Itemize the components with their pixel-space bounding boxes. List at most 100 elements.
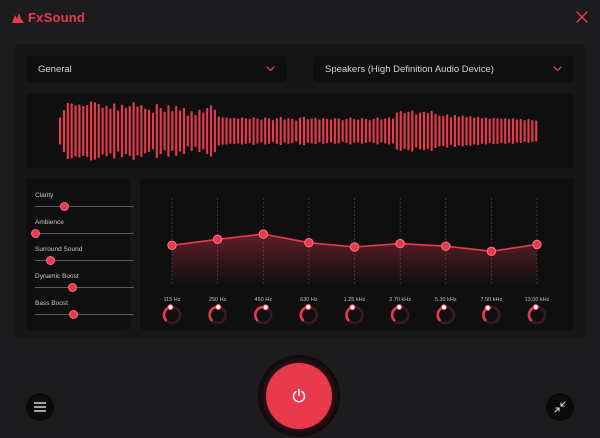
effect-label: Bass Boost — [35, 300, 68, 307]
visualizer-bar — [368, 120, 371, 142]
effect-slider-knob[interactable] — [30, 229, 40, 238]
visualizer-bar — [449, 117, 453, 145]
visualizer-bar — [132, 102, 135, 160]
visualizer-bar — [155, 104, 158, 158]
visualizer-bar — [101, 107, 104, 155]
visualizer-bar — [376, 117, 379, 145]
effect-slider-knob[interactable] — [69, 310, 79, 319]
audio-visualizer — [26, 94, 574, 168]
effect-slider-track[interactable] — [35, 314, 134, 315]
visualizer-bar — [93, 102, 96, 160]
visualizer-bar — [237, 118, 240, 144]
visualizer-bar — [519, 118, 522, 144]
visualizer-bar — [62, 109, 65, 153]
visualizer-bar — [295, 120, 298, 142]
eq-band-handle[interactable] — [167, 240, 177, 251]
eq-band-handle[interactable] — [441, 241, 451, 251]
visualizer-bar — [179, 110, 182, 152]
visualizer-bar — [136, 106, 139, 156]
visualizer-bar — [465, 116, 468, 146]
visualizer-bar — [504, 118, 507, 144]
visualizer-bar — [198, 109, 201, 153]
effect-slider-track[interactable] — [35, 233, 134, 234]
visualizer-bar — [233, 117, 236, 145]
eq-band-handle[interactable] — [349, 242, 360, 252]
visualizer-bar — [186, 115, 189, 147]
eq-band-label: 115 Hz — [163, 297, 180, 303]
visualizer-bar — [353, 119, 356, 143]
eq-band-handle[interactable] — [258, 229, 269, 239]
eq-band-knob-indicator — [305, 303, 312, 311]
menu-icon — [34, 402, 46, 412]
eq-band-knob-indicator — [262, 304, 269, 311]
visualizer-bar — [66, 102, 69, 160]
eq-band-label: 5.30 kHz — [435, 297, 457, 303]
visualizer-bar — [419, 112, 422, 150]
visualizer-bar — [337, 118, 340, 144]
visualizer-bar — [271, 120, 275, 142]
visualizer-bar — [388, 117, 391, 145]
menu-button[interactable] — [26, 393, 54, 421]
effect-slider-track[interactable] — [35, 260, 134, 261]
visualizer-bar — [171, 111, 174, 151]
visualizer-bar — [434, 114, 437, 148]
effect-label: Dynamic Boost — [35, 273, 79, 280]
power-button[interactable] — [266, 363, 332, 429]
visualizer-bar — [523, 120, 526, 142]
visualizer-bar — [426, 113, 429, 149]
close-icon — [576, 11, 588, 23]
visualizer-bar — [256, 118, 259, 144]
fxsound-logo-icon — [12, 12, 24, 23]
visualizer-bar — [360, 118, 364, 144]
eq-band-handle[interactable] — [212, 234, 223, 244]
visualizer-bar — [148, 109, 151, 153]
visualizer-bar — [357, 119, 360, 143]
visualizer-bar — [264, 117, 267, 145]
effect-slider-knob[interactable] — [46, 256, 56, 265]
effect-slider-track[interactable] — [35, 287, 134, 288]
shrink-button[interactable] — [546, 393, 574, 421]
eq-band-label: 7.50 kHz — [481, 297, 503, 303]
visualizer-bar — [124, 107, 127, 155]
visualizer-bar — [217, 116, 220, 146]
effect-slider-knob[interactable] — [68, 283, 78, 292]
visualizer-bar — [480, 118, 484, 144]
visualizer-bar — [430, 111, 433, 151]
effect-label: Ambience — [35, 219, 64, 226]
visualizer-bar — [457, 116, 460, 146]
eq-band-handle[interactable] — [395, 238, 405, 249]
visualizer-bar — [473, 117, 476, 145]
visualizer-bar — [333, 118, 336, 144]
eq-band-handle[interactable] — [532, 239, 542, 250]
visualizer-bar — [345, 118, 348, 144]
app-logo: FxSound — [12, 10, 85, 25]
eq-band-handle[interactable] — [486, 246, 497, 257]
visualizer-bar — [182, 107, 185, 155]
visualizer-bar — [322, 118, 325, 144]
eq-band-handle[interactable] — [304, 237, 314, 248]
title-bar: FxSound — [0, 0, 600, 36]
visualizer-bar — [496, 118, 499, 144]
visualizer-bar — [422, 111, 425, 151]
visualizer-bar — [535, 120, 538, 142]
effect-slider-track[interactable] — [35, 206, 134, 207]
effect-slider-knob[interactable] — [60, 202, 70, 211]
visualizer-bar — [403, 113, 406, 149]
visualizer-bar — [492, 117, 495, 145]
visualizer-bar — [446, 114, 449, 148]
visualizer-bar — [306, 119, 309, 143]
visualizer-bar — [221, 117, 224, 145]
visualizer-bar — [453, 115, 456, 147]
device-dropdown[interactable]: Speakers (High Definition Audio Device) — [313, 56, 574, 82]
eq-band-knob-indicator — [484, 304, 491, 311]
visualizer-bar — [488, 118, 491, 144]
eq-band-label: 2.70 kHz — [389, 297, 411, 303]
close-button[interactable] — [574, 9, 590, 25]
power-icon — [292, 388, 306, 403]
shrink-icon — [554, 401, 566, 413]
visualizer-bar — [395, 112, 398, 150]
preset-dropdown[interactable]: General — [26, 56, 287, 82]
visualizer-bar — [113, 103, 116, 159]
visualizer-bar — [74, 105, 77, 157]
device-selected-value: Speakers (High Definition Audio Device) — [325, 63, 494, 75]
